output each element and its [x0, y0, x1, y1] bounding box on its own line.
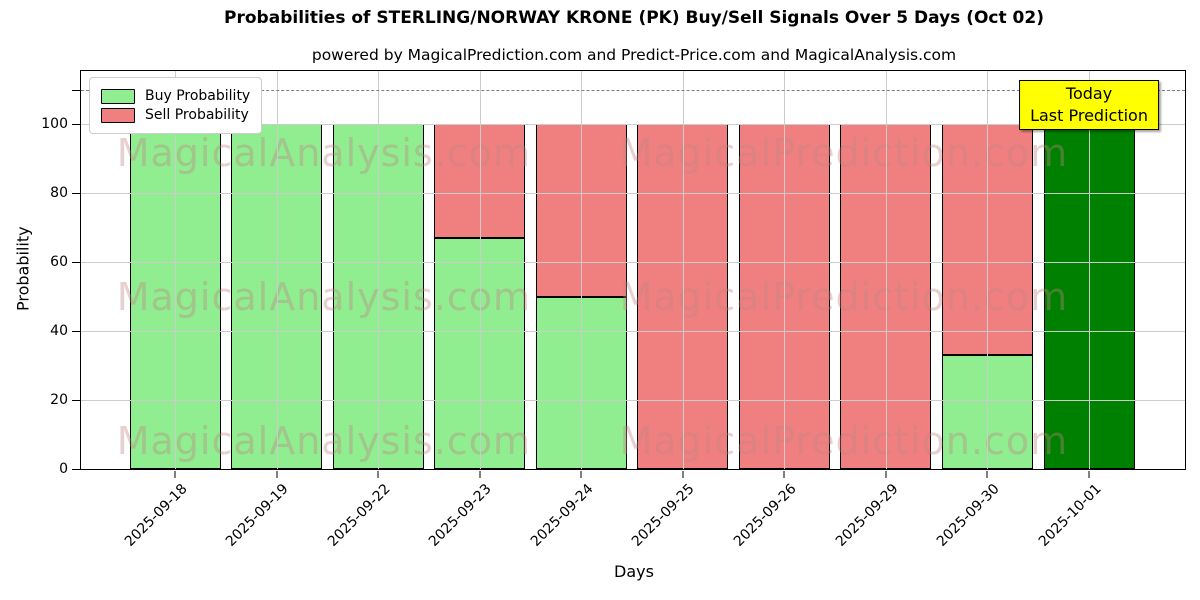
- x-tick-2025-09-25: [682, 470, 684, 478]
- x-tick-label-2025-09-19: 2025-09-19: [223, 481, 292, 550]
- v-gridline-2025-09-19: [276, 71, 278, 469]
- y-tick-label-20: 20: [50, 392, 68, 409]
- h-gridline-60: [81, 262, 1185, 264]
- y-tick-100: [71, 124, 80, 126]
- y-tick-label-40: 40: [50, 323, 68, 340]
- x-tick-2025-09-23: [479, 470, 481, 478]
- legend-item-buy: Buy Probability: [101, 88, 250, 104]
- x-tick-label-2025-09-26: 2025-09-26: [730, 481, 800, 550]
- legend-label-buy: Buy Probability: [145, 88, 251, 104]
- x-tick-2025-09-26: [783, 470, 785, 478]
- h-gridline-100: [81, 124, 1185, 126]
- x-tick-2025-09-22: [377, 470, 379, 478]
- y-tick-110: [71, 89, 80, 91]
- v-gridline-2025-09-23: [479, 71, 481, 469]
- x-tick-2025-09-18: [174, 470, 176, 478]
- legend-swatch-buy: [101, 88, 135, 104]
- v-gridline-2025-09-25: [682, 71, 684, 469]
- h-gridline-20: [81, 400, 1185, 402]
- x-tick-label-2025-09-24: 2025-09-24: [527, 481, 597, 550]
- x-tick-2025-09-30: [986, 470, 988, 478]
- watermark-magicalprediction: MagicalPrediction.com: [619, 275, 1069, 320]
- chart-subtitle: powered by MagicalPrediction.com and Pre…: [311, 46, 957, 64]
- dashed-threshold-line: [81, 89, 1185, 91]
- chart-title: Probabilities of STERLING/NORWAY KRONE (…: [224, 8, 1044, 28]
- v-gridline-2025-10-01: [1089, 71, 1091, 469]
- x-tick-label-2025-09-22: 2025-09-22: [324, 481, 394, 550]
- x-tick-2025-10-01: [1088, 470, 1090, 478]
- watermark-magicalanalysis: MagicalAnalysis.com: [116, 275, 532, 320]
- y-tick-label-60: 60: [50, 254, 68, 271]
- v-gridline-2025-09-30: [987, 71, 989, 469]
- today-annotation: Today Last Prediction: [1019, 80, 1159, 130]
- watermark-magicalanalysis: MagicalAnalysis.com: [116, 130, 532, 175]
- y-tick-60: [71, 262, 80, 264]
- legend-swatch-sell: [101, 107, 135, 123]
- x-tick-2025-09-29: [885, 470, 887, 478]
- y-tick-label-100: 100: [41, 116, 68, 133]
- chart-legend: Buy Probability Sell Probability: [89, 77, 263, 134]
- x-axis-label: Days: [614, 562, 654, 581]
- x-tick-label-2025-09-18: 2025-09-18: [121, 481, 191, 550]
- watermark-magicalanalysis: MagicalAnalysis.com: [116, 419, 532, 464]
- today-annotation-line1: Today: [1065, 84, 1113, 103]
- y-tick-0: [71, 469, 80, 470]
- x-tick-2025-09-24: [580, 470, 582, 478]
- legend-label-sell: Sell Probability: [145, 107, 249, 123]
- watermark-magicalprediction: MagicalPrediction.com: [619, 419, 1069, 464]
- plot-area: Buy Probability Sell Probability Today La…: [41, 70, 1186, 550]
- watermark-magicalprediction: MagicalPrediction.com: [619, 130, 1069, 175]
- h-gridline-40: [81, 331, 1185, 333]
- y-tick-20: [71, 400, 80, 402]
- today-annotation-line2: Last Prediction: [1030, 106, 1148, 125]
- y-tick-label-0: 0: [59, 461, 68, 477]
- h-gridline-80: [81, 193, 1185, 195]
- x-tick-label-2025-10-01: 2025-10-01: [1035, 481, 1105, 550]
- x-tick-label-2025-09-29: 2025-09-29: [832, 481, 902, 550]
- x-tick-label-2025-09-25: 2025-09-25: [629, 481, 699, 550]
- y-axis-label: Probability: [13, 226, 33, 312]
- x-tick-label-2025-09-23: 2025-09-23: [426, 481, 495, 550]
- v-gridline-2025-09-26: [784, 71, 786, 469]
- v-gridline-2025-09-22: [378, 71, 380, 469]
- v-gridline-2025-09-18: [175, 71, 176, 469]
- x-tick-2025-09-19: [276, 470, 278, 478]
- v-gridline-2025-09-29: [885, 71, 887, 469]
- y-tick-label-80: 80: [50, 185, 68, 202]
- x-tick-label-2025-09-30: 2025-09-30: [933, 481, 1003, 550]
- legend-item-sell: Sell Probability: [101, 107, 250, 123]
- y-tick-40: [71, 331, 80, 333]
- v-gridline-2025-09-24: [581, 71, 583, 469]
- y-tick-80: [71, 193, 80, 195]
